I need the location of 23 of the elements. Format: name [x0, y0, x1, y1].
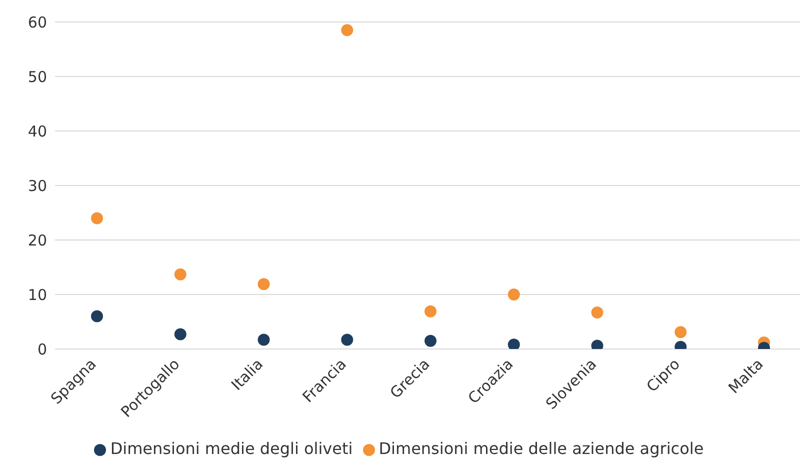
point [258, 278, 270, 290]
point [91, 212, 103, 224]
point [341, 24, 354, 36]
point [591, 306, 604, 318]
point [174, 268, 186, 280]
legend-label: Dimensioni medie degli oliveti [110, 439, 353, 458]
point [174, 328, 186, 340]
legend-label: Dimensioni medie delle aziende agricole [378, 439, 704, 458]
y-tick-label: 0 [37, 340, 47, 358]
point [91, 310, 103, 322]
point [674, 326, 687, 338]
point [341, 334, 354, 346]
point [424, 334, 436, 347]
y-tick-label: 20 [28, 231, 47, 250]
point [258, 334, 270, 346]
y-tick-label: 60 [28, 13, 47, 32]
point [508, 288, 520, 300]
point [508, 338, 520, 349]
y-tick-label: 30 [28, 176, 47, 195]
y-tick-label: 10 [28, 286, 47, 304]
y-tick-label: 40 [28, 122, 47, 140]
point [424, 305, 436, 318]
y-tick-label: 50 [28, 68, 47, 86]
